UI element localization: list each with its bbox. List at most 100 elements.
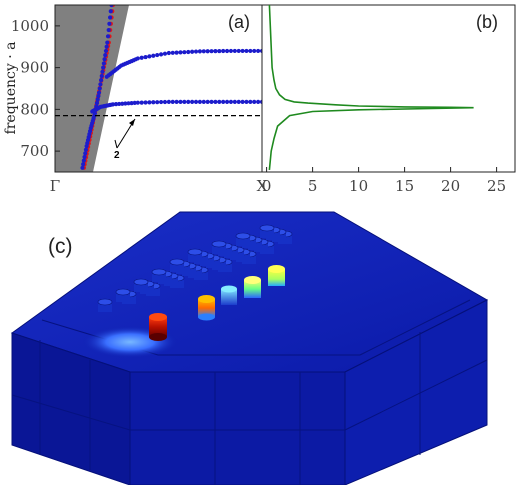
data-point xyxy=(236,48,241,54)
pillar-body xyxy=(134,282,148,292)
y-tick-label: 900 xyxy=(20,59,49,77)
data-point xyxy=(101,61,106,66)
data-point xyxy=(82,154,87,160)
hot-pillar-1 xyxy=(149,313,167,341)
panel-a: 700 800 900 1000 Γ X frequency · a (a) 2 xyxy=(3,4,268,195)
data-point xyxy=(174,50,179,55)
data-point xyxy=(105,34,111,39)
arrowhead-1 xyxy=(129,119,135,126)
hot-pillars xyxy=(149,265,285,341)
data-point xyxy=(123,101,128,106)
data-point xyxy=(81,162,86,167)
data-point xyxy=(182,99,187,104)
hot-pillar-2 xyxy=(198,295,215,321)
data-point xyxy=(232,99,237,104)
x-tick-label: 20 xyxy=(441,177,460,195)
data-point xyxy=(147,100,152,105)
data-point xyxy=(147,54,152,59)
pillar-top xyxy=(169,258,185,266)
data-point xyxy=(110,102,116,107)
pillar-body xyxy=(236,236,250,246)
pillar-body xyxy=(188,252,202,262)
data-point xyxy=(224,48,230,54)
x-tick-label: 0 xyxy=(262,177,272,195)
panel-b-label: (b) xyxy=(476,12,498,32)
data-point xyxy=(103,53,108,58)
data-point xyxy=(201,99,206,104)
data-point xyxy=(99,78,104,83)
data-point xyxy=(143,100,148,105)
data-point xyxy=(240,99,245,104)
data-point xyxy=(178,50,183,55)
data-point xyxy=(117,101,122,107)
data-point xyxy=(240,48,245,54)
hot-pillar-3 xyxy=(221,285,237,305)
pillar-body xyxy=(98,302,112,312)
data-point xyxy=(162,99,168,105)
data-point xyxy=(100,69,105,74)
light-cone-region xyxy=(55,5,129,172)
data-point xyxy=(244,48,249,54)
data-point xyxy=(83,151,88,156)
x-tick-label: 5 xyxy=(308,177,318,195)
data-point xyxy=(95,97,100,102)
panel-b: 0 5 10 15 20 25 (b) xyxy=(261,4,516,195)
data-point xyxy=(190,99,195,104)
data-point xyxy=(151,100,156,105)
data-point xyxy=(221,48,226,54)
x-tick-label: 10 xyxy=(349,177,368,195)
data-point xyxy=(139,100,144,105)
block-edges xyxy=(11,299,488,485)
pillar-top xyxy=(133,278,149,286)
data-point xyxy=(205,99,210,104)
data-point xyxy=(217,48,222,54)
data-point xyxy=(155,100,160,105)
data-point xyxy=(190,49,195,54)
data-point xyxy=(155,52,160,58)
data-point xyxy=(109,5,114,8)
data-point xyxy=(252,48,257,54)
panel-b-frame xyxy=(261,4,516,173)
data-point xyxy=(228,99,234,104)
data-point xyxy=(178,99,183,104)
data-point xyxy=(193,99,199,104)
data-point xyxy=(232,48,237,54)
annotation-label: 2 xyxy=(114,150,120,161)
pillar-top xyxy=(187,248,203,256)
x-tick-label: 15 xyxy=(395,177,414,195)
data-point xyxy=(97,86,102,91)
x-tick-label: 25 xyxy=(487,177,506,195)
data-point xyxy=(81,158,86,163)
data-point xyxy=(213,99,218,104)
data-point xyxy=(224,99,230,104)
data-point xyxy=(248,48,253,54)
data-point xyxy=(213,49,218,54)
pillar-top xyxy=(211,240,227,248)
data-point xyxy=(259,48,262,54)
data-point xyxy=(135,100,140,105)
data-point xyxy=(228,48,234,54)
data-point xyxy=(256,48,261,54)
hot-pillar-5 xyxy=(268,265,285,286)
data-point xyxy=(139,55,144,60)
data-point xyxy=(158,99,164,105)
block-front xyxy=(129,371,346,485)
data-point xyxy=(104,44,109,49)
data-point xyxy=(80,165,85,170)
data-point xyxy=(170,50,175,55)
y-tick-label: 700 xyxy=(20,142,49,160)
y-axis-label: frequency · a xyxy=(3,42,19,135)
data-point xyxy=(94,101,100,106)
panel-a-label: (a) xyxy=(228,12,250,32)
data-point xyxy=(96,90,102,95)
pillar-top xyxy=(115,288,131,296)
data-point xyxy=(221,99,226,104)
data-point xyxy=(99,73,104,79)
data-point xyxy=(113,102,119,107)
data-point xyxy=(170,99,175,104)
data-point xyxy=(158,52,164,57)
data-point xyxy=(186,49,191,55)
data-point xyxy=(166,50,171,56)
pillar-top xyxy=(259,224,275,232)
